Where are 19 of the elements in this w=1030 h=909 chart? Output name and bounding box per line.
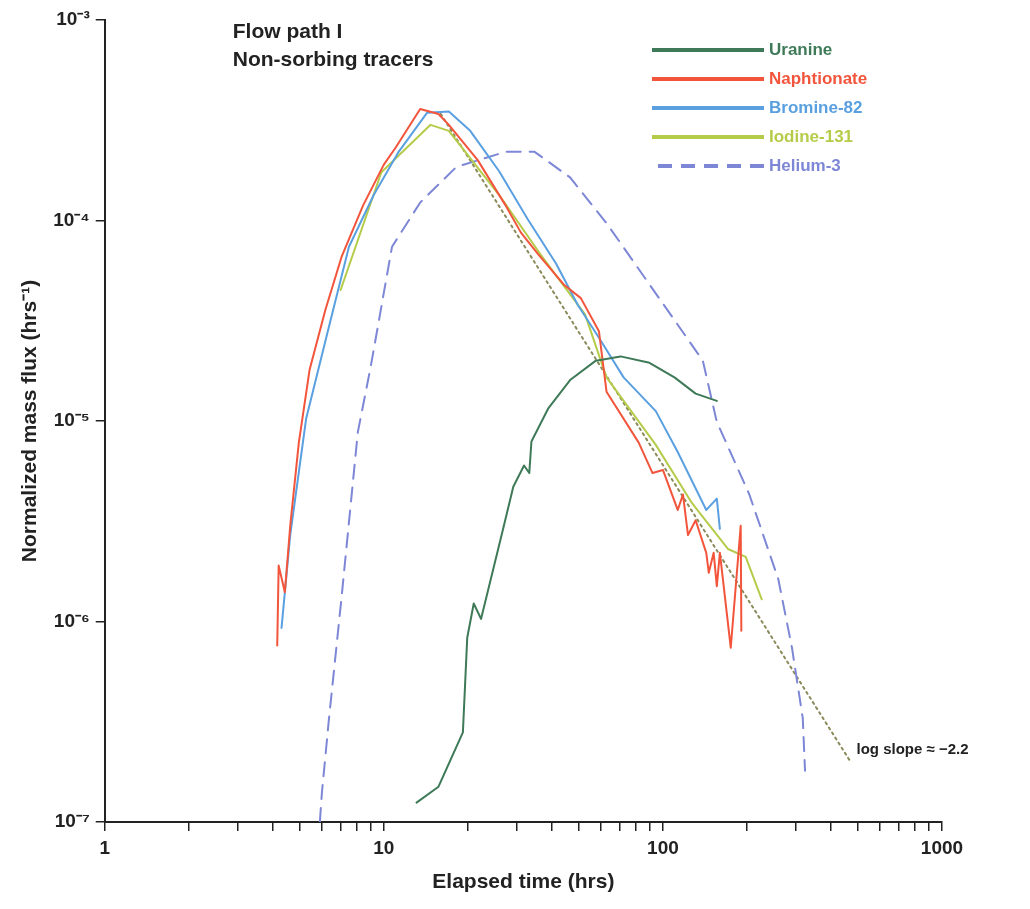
chart-title: Flow path I <box>232 19 343 43</box>
text: Iodine-131 <box>769 126 854 146</box>
x-tick-label: 1 <box>99 836 111 858</box>
text: Non-sorbing tracers <box>232 47 434 71</box>
text: Bromine-82 <box>769 97 863 117</box>
y-tick-label: 10⁻³ <box>56 8 90 30</box>
x-axis-title: Elapsed time (hrs) <box>432 869 615 893</box>
y-tick-label: 10⁻⁷ <box>54 810 90 832</box>
text: Helium-3 <box>769 155 841 175</box>
x-tick-label: 1000 <box>920 836 964 858</box>
annotation: log slope ≈ −2.2 <box>856 739 969 757</box>
y-axis-title: Normalized mass flux (hrs⁻¹) <box>17 279 41 563</box>
text: Naphtionate <box>769 68 868 88</box>
x-tick-label: 100 <box>647 836 679 858</box>
x-tick-label: 10 <box>373 836 395 858</box>
y-tick-label: 10⁻⁶ <box>53 609 90 631</box>
y-tick-label: 10⁻⁵ <box>53 409 90 431</box>
text: Uranine <box>769 39 833 59</box>
y-tick-label: 10⁻⁴ <box>53 208 90 230</box>
